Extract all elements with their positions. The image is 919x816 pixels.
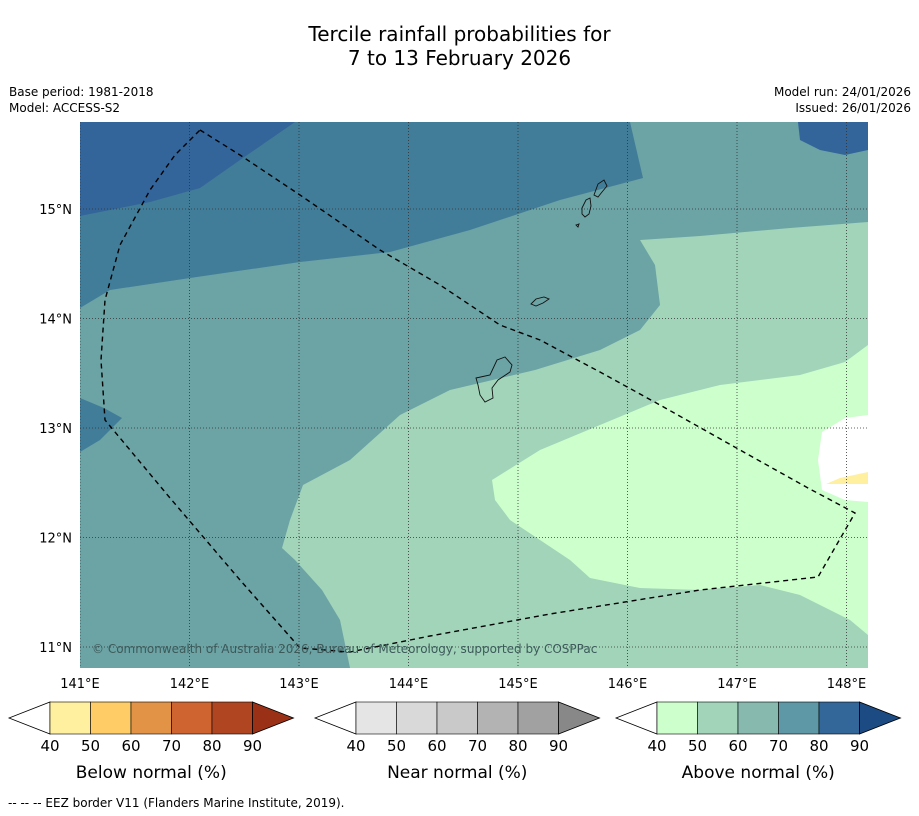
eez-legend-note: -- -- -- EEZ border V11 (Flanders Marine… [8, 796, 345, 810]
gridlines [80, 122, 868, 668]
colorbar-swatch [697, 701, 739, 735]
band-above-80-90 [80, 122, 295, 216]
colorbar-extend-high [859, 701, 902, 735]
colorbar-tick-label: 60 [728, 737, 747, 755]
colorbar-extend-high [252, 701, 295, 735]
lon-tick-label: 143°E [279, 677, 319, 692]
lon-tick-label: 142°E [170, 677, 210, 692]
lon-tick-label: 146°E [608, 677, 648, 692]
copyright-text: © Commonwealth of Australia 2026, Bureau… [92, 642, 597, 656]
lon-tick-label: 145°E [498, 677, 538, 692]
band-above-80-90-east [798, 122, 868, 155]
colorbar-tick-label: 40 [40, 737, 59, 755]
colorbar-tick-label: 90 [850, 737, 869, 755]
colorbar-swatch [818, 701, 860, 735]
lat-tick-label: 15°N [39, 203, 72, 218]
lon-tick-label: 147°E [717, 677, 757, 692]
colorbar-above: 40 50 60 70 80 90 Above normal (%) [614, 701, 902, 783]
colorbar-swatch [90, 701, 132, 735]
colorbar-tick-label: 50 [387, 737, 406, 755]
colorbar-tick-label: 70 [769, 737, 788, 755]
colorbar-swatch [656, 701, 698, 735]
colorbar-extend-high [558, 701, 601, 735]
colorbar-label: Near normal (%) [387, 763, 527, 783]
map-figure: © Commonwealth of Australia 2026, Bureau… [7, 122, 902, 783]
colorbar-extend-low [7, 701, 51, 735]
lat-tick-label: 11°N [39, 641, 72, 656]
colorbar-extend-low [614, 701, 658, 735]
colorbar-tick-label: 60 [121, 737, 140, 755]
colorbar-swatch [49, 701, 91, 735]
aguijan-island [575, 223, 580, 228]
colorbar-tick-label: 80 [508, 737, 527, 755]
lat-tick-label: 14°N [39, 313, 72, 328]
lat-tick-labels: 15°N 14°N 13°N 12°N 11°N [39, 203, 72, 656]
colorbar-swatch [778, 701, 820, 735]
colorbar-tick-label: 70 [162, 737, 181, 755]
colorbar-swatch [355, 701, 397, 735]
colorbar-swatch [211, 701, 253, 735]
lon-tick-labels: 141°E 142°E 143°E 144°E 145°E 146°E 147°E 148°E [60, 677, 866, 692]
issued-date: Issued: 26/01/2026 [795, 101, 911, 115]
colorbar-tick-label: 90 [243, 737, 262, 755]
meta-left: Base period: 1981-2018 Model: ACCESS-S2 [9, 84, 154, 116]
colorbar-swatch [130, 701, 172, 735]
colorbar-tick-label: 90 [549, 737, 568, 755]
eez-border [100, 129, 856, 653]
colorbar-below: 40 50 60 70 80 90 Below normal (%) [7, 701, 295, 783]
colorbar-tick-label: 60 [427, 737, 446, 755]
colorbar-tick-label: 50 [688, 737, 707, 755]
colorbar-tick-label: 80 [809, 737, 828, 755]
tinian-island [581, 197, 592, 218]
base-period: Base period: 1981-2018 [9, 85, 154, 99]
lon-tick-label: 144°E [389, 677, 429, 692]
band-below-40-50 [826, 472, 868, 484]
chart-title: Tercile rainfall probabilities for 7 to … [0, 22, 919, 70]
colorbar-swatch [436, 701, 478, 735]
colorbar-near: 40 50 60 70 80 90 Near normal (%) [313, 701, 601, 783]
meta-right: Model run: 24/01/2026 Issued: 26/01/2026 [774, 84, 911, 116]
lon-tick-label: 148°E [827, 677, 867, 692]
colorbars: 40 50 60 70 80 90 Below normal (%) 40 50 60 70 80 90… [7, 701, 902, 783]
saipan-island [593, 179, 608, 198]
model-name: Model: ACCESS-S2 [9, 101, 121, 115]
lon-tick-label: 141°E [60, 677, 100, 692]
colorbar-tick-label: 40 [647, 737, 666, 755]
guam-island [475, 356, 513, 403]
colorbar-swatch [396, 701, 438, 735]
lat-tick-label: 13°N [39, 422, 72, 437]
colorbar-tick-label: 70 [468, 737, 487, 755]
colorbar-label: Below normal (%) [76, 763, 227, 783]
colorbar-swatch [517, 701, 559, 735]
band-above-70-80-west [80, 398, 122, 452]
colorbar-tick-label: 40 [346, 737, 365, 755]
colorbar-tick-label: 80 [202, 737, 221, 755]
map-area: © Commonwealth of Australia 2026, Bureau… [80, 122, 868, 668]
band-above-40-50 [492, 345, 868, 635]
model-run: Model run: 24/01/2026 [773, 85, 911, 99]
rota-island [530, 296, 550, 307]
title-line-2: 7 to 13 February 2026 [347, 46, 572, 70]
colorbar-swatch [171, 701, 213, 735]
title-line-1: Tercile rainfall probabilities for [308, 22, 611, 46]
colorbar-extend-low [313, 701, 357, 735]
colorbar-tick-label: 50 [81, 737, 100, 755]
colorbar-label: Above normal (%) [682, 763, 835, 783]
lat-tick-label: 12°N [39, 532, 72, 547]
islands [475, 179, 608, 403]
colorbar-swatch [737, 701, 779, 735]
colorbar-swatch [477, 701, 519, 735]
